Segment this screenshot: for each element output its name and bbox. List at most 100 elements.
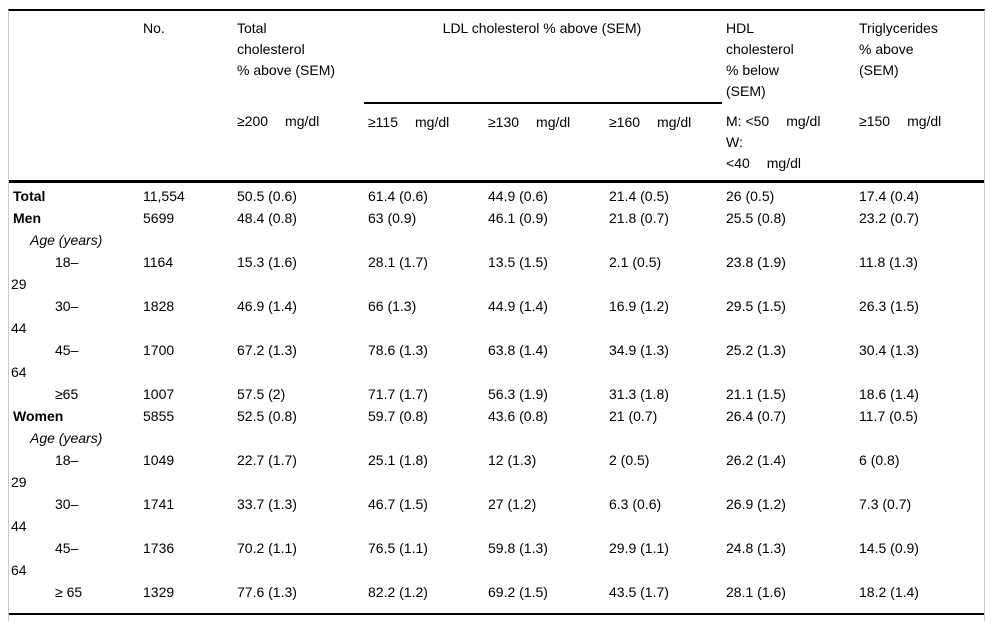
subheader-ldl-130-threshold: ≥130 mg/dl [484, 103, 605, 181]
threshold-value: ≥130 [488, 114, 520, 130]
cell-value: 21.4 (0.5) [609, 187, 669, 204]
threshold-value: ≥200 [237, 113, 269, 129]
cell-value: 63.8 (1.4) [488, 341, 548, 358]
header-line: % above [859, 41, 914, 57]
cell-value: 77.6 (1.3) [237, 583, 297, 600]
subheader-empty-cell [139, 103, 233, 181]
cell-value [722, 427, 855, 449]
cell-value: 27 (1.2) [488, 495, 537, 512]
header-line: Total [237, 20, 267, 36]
cell-value: 26.3 (1.5) [859, 297, 919, 314]
header-hdl-cholesterol: HDL cholesterol % below (SEM) [722, 11, 855, 103]
header-no: No. [143, 20, 165, 36]
cell-value: 26.9 (1.2) [726, 495, 786, 512]
table-body: Total 11,554 50.5 (0.6) 61.4 (0.6) 44.9 (0.6… [9, 181, 985, 614]
header-row-thresholds: ≥200 mg/dl ≥115 mg/dl ≥130 mg/dl ≥160 mg/dl … [9, 103, 984, 181]
cell-value: 43.6 (0.8) [488, 407, 548, 424]
cell-value: 46.1 (0.9) [488, 209, 548, 226]
header-line: % above (SEM) [237, 62, 336, 78]
cell-value: 25.5 (0.8) [726, 209, 786, 226]
cell-value: 44.9 (0.6) [488, 187, 548, 204]
cell-no [139, 229, 233, 251]
cell-value: 63 (0.9) [368, 209, 417, 226]
row-label: 45– 64 [11, 539, 79, 578]
header-line: HDL [726, 20, 755, 36]
cell-value: 6 (0.8) [859, 451, 900, 468]
row-label: Age (years) [30, 231, 103, 248]
cell-value: 2 (0.5) [609, 451, 650, 468]
threshold-unit: mg/dl [766, 155, 801, 171]
cell-value: 46.7 (1.5) [368, 495, 428, 512]
cell-value: 33.7 (1.3) [237, 495, 297, 512]
cell-value: 30.4 (1.3) [859, 341, 919, 358]
header-line: % below [726, 62, 779, 78]
cell-value [605, 229, 722, 251]
subheader-empty-cell [9, 103, 139, 181]
table-row: 30– 44 1828 46.9 (1.4) 66 (1.3) 44.9 (1.4) 16.… [9, 295, 984, 339]
header-line: (SEM) [726, 83, 766, 99]
row-label: 18– 29 [11, 451, 79, 490]
cell-value: 13.5 (1.5) [488, 253, 548, 270]
threshold-unit: mg/dl [786, 113, 821, 129]
row-label: Women [13, 407, 64, 424]
cell-value: 22.7 (1.7) [237, 451, 297, 468]
cell-value: 61.4 (0.6) [368, 187, 428, 204]
header-ldl-label: LDL cholesterol % above (SEM) [442, 20, 642, 36]
header-row-groups: No. Total cholesterol % above (SEM) LDL … [9, 11, 984, 104]
cell-value: 66 (1.3) [368, 297, 417, 314]
cell-value [855, 427, 984, 449]
cell-no: 1741 [143, 495, 175, 512]
threshold-unit: mg/dl [657, 114, 692, 130]
cell-value: 71.7 (1.7) [368, 385, 428, 402]
row-label: 30– 44 [11, 297, 79, 336]
subheader-hdl-threshold: M: <50 mg/dl W: <40 mg/dl [722, 103, 855, 181]
cell-value: 6.3 (0.6) [609, 495, 662, 512]
cell-value: 26.2 (1.4) [726, 451, 786, 468]
cell-value: 29.5 (1.5) [726, 297, 786, 314]
header-line: cholesterol [726, 41, 794, 57]
table-row: 18– 29 1049 22.7 (1.7) 25.1 (1.8) 12 (1.3) 2 (… [9, 449, 984, 493]
cell-no: 1164 [143, 253, 174, 270]
cell-value: 34.9 (1.3) [609, 341, 669, 358]
table-row: ≥ 65 1329 77.6 (1.3) 82.2 (1.2) 69.2 (1.5) 43… [9, 581, 984, 614]
threshold-value: <40 [726, 155, 750, 171]
cell-value: 18.2 (1.4) [859, 583, 919, 600]
cell-value [722, 229, 855, 251]
cell-value: 12 (1.3) [488, 451, 537, 468]
cell-value: 59.7 (0.8) [368, 407, 428, 424]
threshold-unit: mg/dl [285, 113, 320, 129]
cell-value: 16.9 (1.2) [609, 297, 669, 314]
row-label: ≥ 65 [55, 583, 83, 600]
header-empty-cell [9, 11, 139, 103]
table-row: ≥65 1007 57.5 (2) 71.7 (1.7) 56.3 (1.9) 31.3 … [9, 383, 984, 405]
cell-no: 1736 [143, 539, 175, 556]
cell-value [233, 229, 364, 251]
cell-value [605, 427, 722, 449]
cell-value: 11.8 (1.3) [859, 253, 918, 270]
threshold-unit: mg/dl [907, 113, 942, 129]
cell-value [364, 427, 484, 449]
table-row: Age (years) [9, 427, 984, 449]
cell-value [364, 229, 484, 251]
cell-value: 23.2 (0.7) [859, 209, 919, 226]
cell-value: 25.2 (1.3) [726, 341, 786, 358]
subheader-total-threshold: ≥200 mg/dl [233, 103, 364, 181]
cell-no: 5855 [143, 407, 175, 424]
table-row: Total 11,554 50.5 (0.6) 61.4 (0.6) 44.9 (0.6… [9, 181, 984, 207]
cell-value: 28.1 (1.7) [368, 253, 428, 270]
header-triglycerides: Triglycerides % above (SEM) [855, 11, 984, 103]
cell-value: 56.3 (1.9) [488, 385, 548, 402]
row-label: 30– 44 [11, 495, 79, 534]
cell-value: 7.3 (0.7) [859, 495, 912, 512]
table-row: 18– 29 1164 15.3 (1.6) 28.1 (1.7) 13.5 (1.5) 2… [9, 251, 984, 295]
cell-no [139, 427, 233, 449]
table-row: 45– 64 1736 70.2 (1.1) 76.5 (1.1) 59.8 (1.3) 2… [9, 537, 984, 581]
cell-value: 78.6 (1.3) [368, 341, 428, 358]
cell-value [233, 427, 364, 449]
cell-value: 17.4 (0.4) [859, 187, 919, 204]
cell-no: 1828 [143, 297, 175, 314]
cell-value: 46.9 (1.4) [237, 297, 297, 314]
subheader-ldl-115-threshold: ≥115 mg/dl [364, 103, 484, 181]
cell-value: 52.5 (0.8) [237, 407, 297, 424]
cell-value: 43.5 (1.7) [609, 583, 669, 600]
